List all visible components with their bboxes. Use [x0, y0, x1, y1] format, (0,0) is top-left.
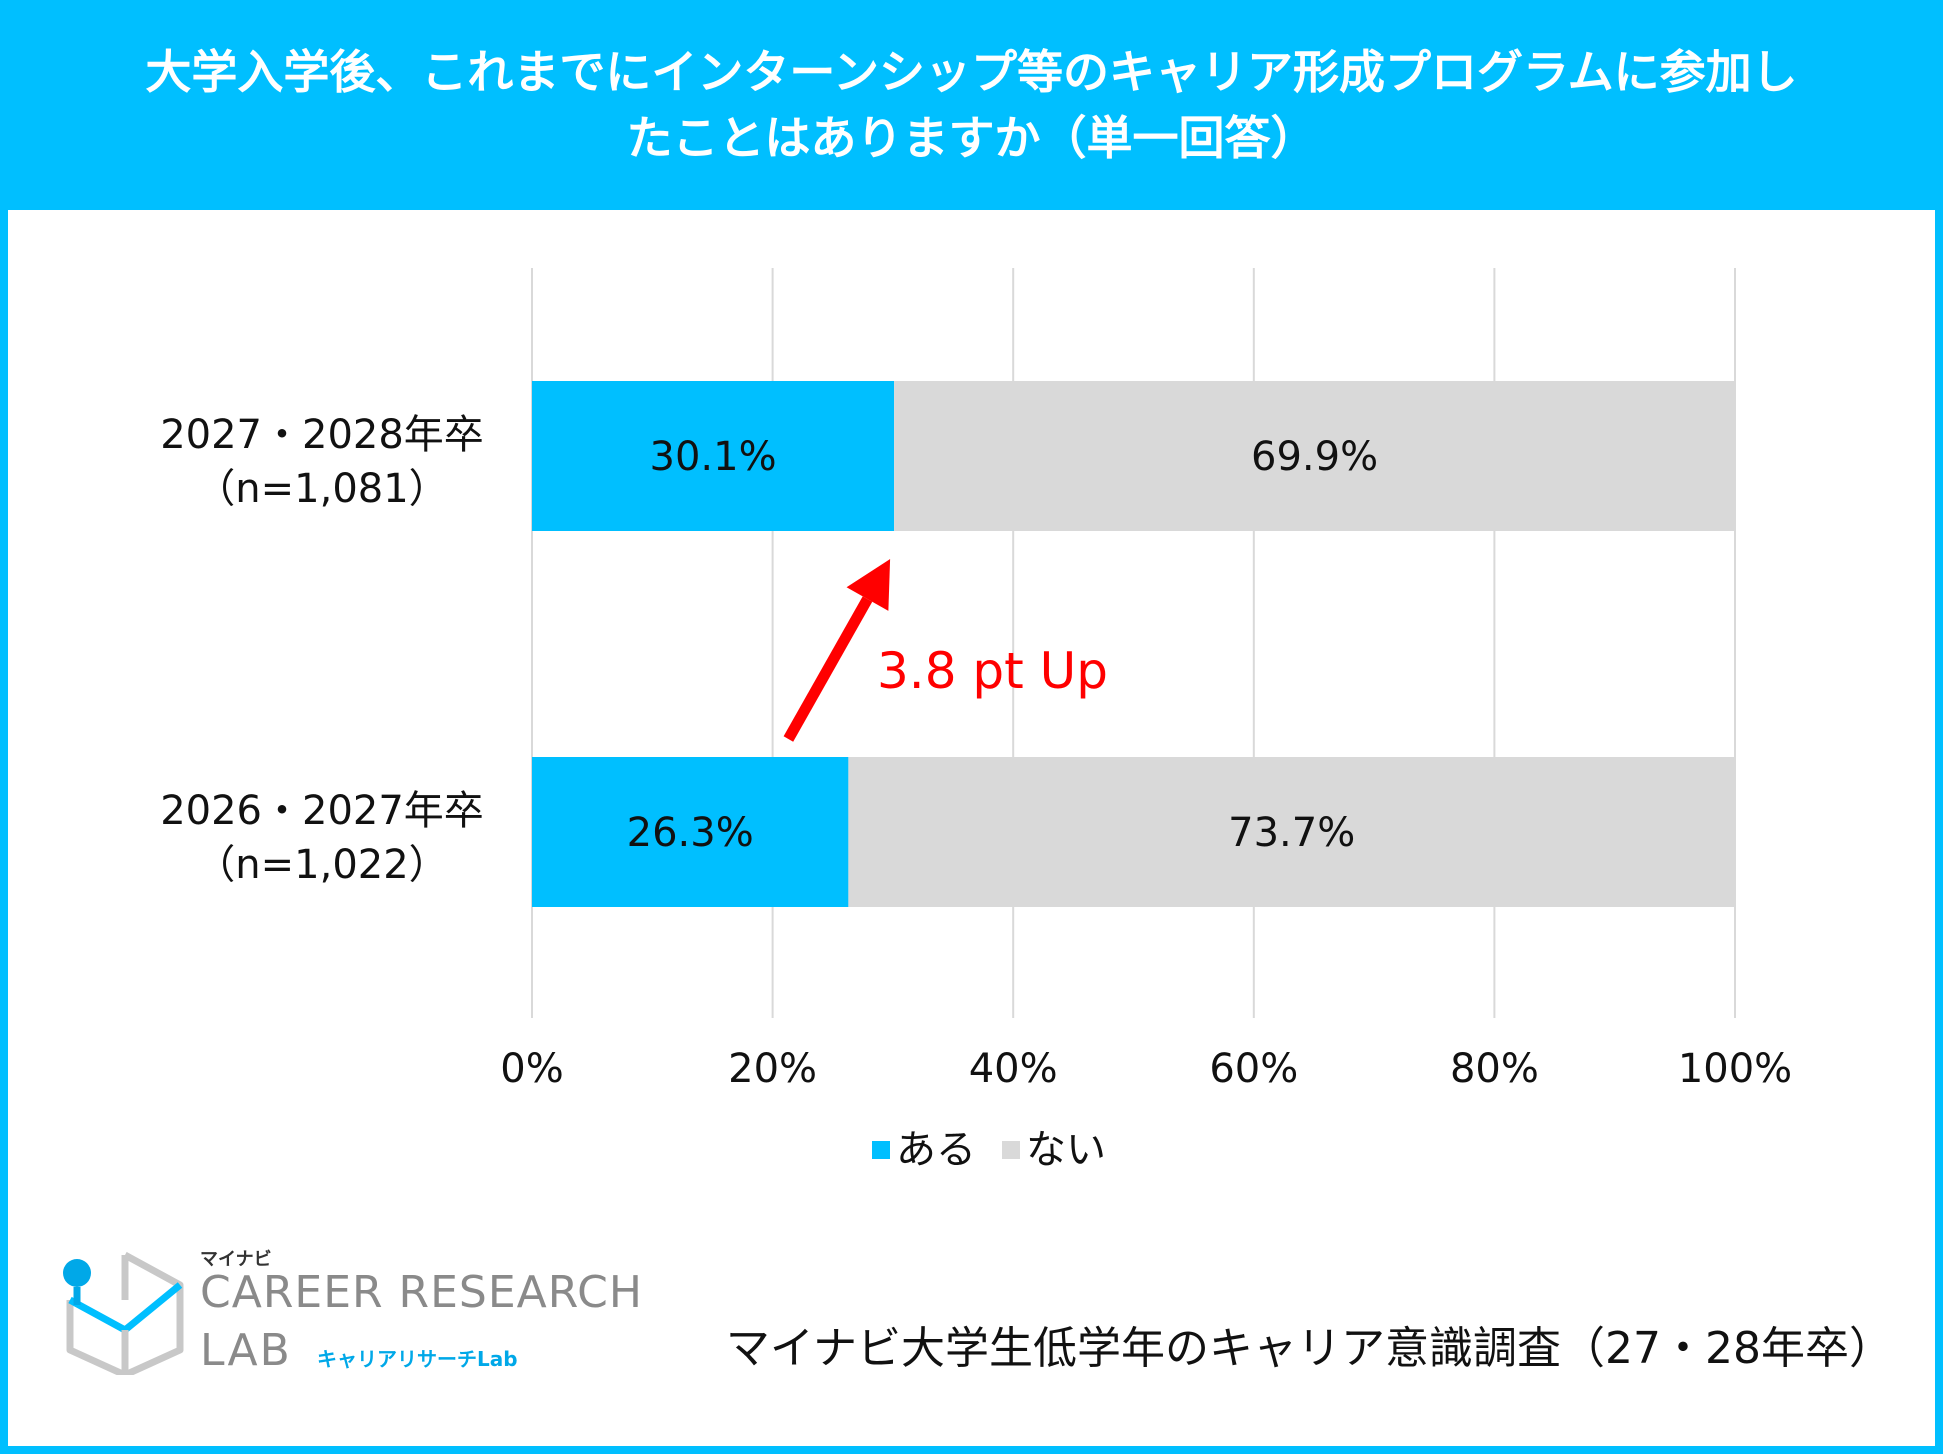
logo-brand-small: マイナビ: [200, 1249, 272, 1270]
category-label: 2027・2028年卒: [160, 412, 484, 458]
logo-lab: LAB: [200, 1325, 292, 1376]
logo-career-research: CAREER RESEARCH: [200, 1267, 643, 1318]
increase-arrow-shaft: [783, 596, 873, 742]
bar-segment: [532, 757, 849, 907]
increase-arrow-head: [846, 559, 891, 611]
bar-segment: [848, 757, 1735, 907]
annotation-label: 3.8 pt Up: [877, 642, 1108, 700]
chart-header: 大学入学後、これまでにインターンシップ等のキャリア形成プログラムに参加し たこと…: [0, 0, 1943, 210]
legend-label: ない: [1026, 1127, 1106, 1173]
category-labels: 2027・2028年卒 （n=1,081） 2026・2027年卒 （n=1,022）: [160, 412, 484, 888]
category-sample-size: （n=1,081）: [195, 466, 448, 512]
data-label: 69.9%: [1251, 434, 1378, 480]
bar-segment: [532, 381, 895, 531]
x-tick-labels: 0% 20% 40% 60% 80% 100%: [500, 1046, 1792, 1092]
annotation: 3.8 pt Up: [783, 559, 1108, 742]
source-caption: マイナビ大学生低学年のキャリア意識調査（27・28年卒）: [725, 1323, 1893, 1374]
category-label: 2026・2027年卒: [160, 788, 484, 834]
category-sample-size: （n=1,022）: [195, 842, 448, 888]
data-label: 30.1%: [650, 434, 777, 480]
legend-swatch: [1002, 1141, 1020, 1159]
data-label: 73.7%: [1228, 810, 1355, 856]
chart-title: 大学入学後、これまでにインターンシップ等のキャリア形成プログラムに参加し たこと…: [145, 45, 1798, 165]
cube-logo-icon: [63, 1251, 184, 1375]
data-label: 26.3%: [627, 810, 754, 856]
career-research-lab-logo: マイナビ CAREER RESEARCH LAB キャリアリサーチLab: [55, 1245, 642, 1395]
x-tick-label: 80%: [1450, 1046, 1539, 1092]
bar-segment: [894, 381, 1735, 531]
bars: 30.1% 69.9% 26.3% 73.7%: [532, 381, 1735, 907]
legend: ある ない: [872, 1127, 1106, 1173]
x-tick-label: 60%: [1209, 1046, 1298, 1092]
legend-label: ある: [896, 1127, 976, 1173]
logo-subtitle: キャリアリサーチLab: [317, 1347, 518, 1371]
x-tick-label: 100%: [1678, 1046, 1792, 1092]
legend-swatch: [872, 1141, 890, 1159]
x-tick-label: 40%: [969, 1046, 1058, 1092]
x-tick-label: 20%: [728, 1046, 817, 1092]
x-tick-label: 0%: [500, 1046, 563, 1092]
